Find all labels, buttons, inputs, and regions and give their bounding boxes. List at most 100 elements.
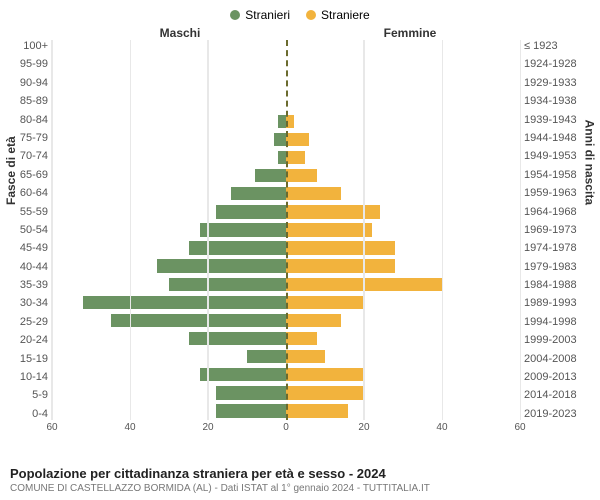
legend-swatch-female [306,10,316,20]
male-bar [200,368,286,381]
y-axis-birth-years: ≤ 19231924-19281929-19331934-19381939-19… [520,40,600,420]
grid-line [51,40,52,420]
female-bar [286,259,395,272]
male-bar [278,151,286,164]
birth-year-label: 1974-1978 [524,242,600,254]
female-bar [286,133,309,146]
birth-year-label: 1999-2003 [524,334,600,346]
birth-year-label: 1964-1968 [524,206,600,218]
chart-footer: Popolazione per cittadinanza straniera p… [10,466,590,494]
plot-area: 100+95-9990-9485-8980-8475-7970-7465-696… [0,40,600,420]
grid-line [208,40,209,420]
chart-title: Popolazione per cittadinanza straniera p… [10,466,590,481]
female-bar [286,296,364,309]
column-header-female: Femmine [300,26,600,40]
male-bar [200,223,286,236]
age-label: 10-14 [0,371,48,383]
y-axis-label-left: Fasce di età [4,136,18,205]
x-tick-label: 40 [124,422,135,433]
legend-item-female: Straniere [306,8,370,22]
y-axis-age-groups: 100+95-9990-9485-8980-8475-7970-7465-696… [0,40,52,420]
birth-year-label: ≤ 1923 [524,40,600,52]
grid-line [52,40,53,420]
x-tick-label: 20 [202,422,213,433]
column-header-male: Maschi [0,26,300,40]
legend-label-female: Straniere [321,8,370,22]
x-tick-label: 40 [436,422,447,433]
x-axis: 0204060 204060 [0,422,600,438]
grid-line [130,40,131,420]
age-label: 0-4 [0,408,48,420]
chart-subtitle: COMUNE DI CASTELLAZZO BORMIDA (AL) - Dat… [10,483,590,494]
birth-year-label: 1994-1998 [524,316,600,328]
birth-year-label: 2014-2018 [524,389,600,401]
age-label: 80-84 [0,114,48,126]
grid-line [207,40,208,420]
age-label: 85-89 [0,95,48,107]
bars-area [52,40,520,420]
age-label: 90-94 [0,77,48,89]
male-bar [216,386,286,399]
male-bar [278,115,286,128]
x-tick-label: 60 [46,422,57,433]
center-line [286,40,288,420]
grid-line [520,40,521,420]
female-bar [286,205,380,218]
age-label: 45-49 [0,242,48,254]
female-bar [286,223,372,236]
age-label: 15-19 [0,353,48,365]
population-pyramid-chart: Stranieri Straniere Maschi Femmine Fasce… [0,0,600,500]
age-label: 20-24 [0,334,48,346]
female-bar [286,314,341,327]
female-bar [286,386,364,399]
birth-year-label: 1924-1928 [524,58,600,70]
male-bar [216,205,286,218]
birth-year-label: 1984-1988 [524,279,600,291]
male-bar [216,404,286,417]
female-bar [286,151,305,164]
male-bar [247,350,286,363]
x-ticks-left: 0204060 [52,422,286,438]
age-label: 25-29 [0,316,48,328]
y-axis-label-right: Anni di nascita [582,120,596,205]
age-label: 40-44 [0,261,48,273]
age-label: 50-54 [0,224,48,236]
age-label: 35-39 [0,279,48,291]
grid-line [442,40,443,420]
male-bar [111,314,287,327]
birth-year-label: 1979-1983 [524,261,600,273]
female-bar [286,350,325,363]
legend-label-male: Stranieri [245,8,290,22]
birth-year-label: 2019-2023 [524,408,600,420]
male-bar [231,187,286,200]
female-bar [286,241,395,254]
age-label: 100+ [0,40,48,52]
birth-year-label: 1934-1938 [524,95,600,107]
male-bar [83,296,286,309]
grid-line [363,40,364,420]
birth-year-label: 1989-1993 [524,297,600,309]
age-label: 5-9 [0,389,48,401]
age-label: 95-99 [0,58,48,70]
x-tick-label: 60 [514,422,525,433]
male-bar [157,259,286,272]
age-label: 30-34 [0,297,48,309]
x-tick-label: 20 [358,422,369,433]
female-bar [286,187,341,200]
birth-year-label: 2004-2008 [524,353,600,365]
legend: Stranieri Straniere [0,8,600,22]
birth-year-label: 2009-2013 [524,371,600,383]
male-bar [274,133,286,146]
male-bar [255,169,286,182]
legend-swatch-male [230,10,240,20]
female-bar [286,332,317,345]
female-bar [286,368,364,381]
birth-year-label: 1929-1933 [524,77,600,89]
birth-year-label: 1969-1973 [524,224,600,236]
x-ticks-right: 204060 [286,422,520,438]
female-bar [286,404,348,417]
male-bar [169,278,286,291]
column-headers: Maschi Femmine [0,26,600,40]
male-bar [189,241,287,254]
grid-line [364,40,365,420]
